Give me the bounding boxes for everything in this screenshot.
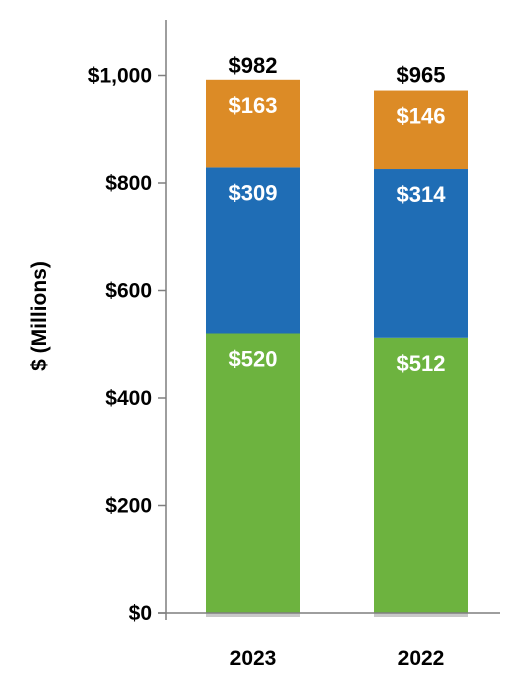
data-label: $512: [397, 351, 446, 376]
labels-layer: $520 $309 $163 $982 2023 $512 $314 $146 $965 2022…: [88, 53, 446, 670]
data-label: $163: [229, 93, 278, 118]
total-label: $965: [397, 62, 446, 87]
data-label: $309: [229, 180, 278, 205]
x-tick-label: 2022: [398, 647, 445, 670]
x-tick-label: 2023: [230, 647, 277, 670]
y-tick-label: $600: [105, 280, 152, 303]
bar-segment: [374, 169, 468, 338]
y-tick-label: $800: [105, 172, 152, 195]
bar-segment: [374, 337, 468, 613]
y-tick-label: $400: [105, 387, 152, 410]
bar-segment: [206, 333, 300, 613]
bar-segment: [206, 167, 300, 334]
bars-layer: [206, 79, 468, 617]
axes-layer: [158, 20, 500, 620]
bar-base: [206, 613, 300, 617]
bar-base: [374, 613, 468, 617]
y-tick-label: $200: [105, 495, 152, 518]
data-label: $314: [397, 182, 447, 207]
y-axis-title: $ (Millions): [28, 261, 51, 371]
total-label: $982: [229, 53, 278, 78]
data-label: $146: [397, 104, 446, 129]
y-tick-label: $0: [129, 602, 152, 625]
bar-segment: [206, 79, 300, 168]
bar-segment: [374, 90, 468, 170]
y-tick-label: $1,000: [88, 65, 152, 88]
data-label: $520: [229, 347, 278, 372]
